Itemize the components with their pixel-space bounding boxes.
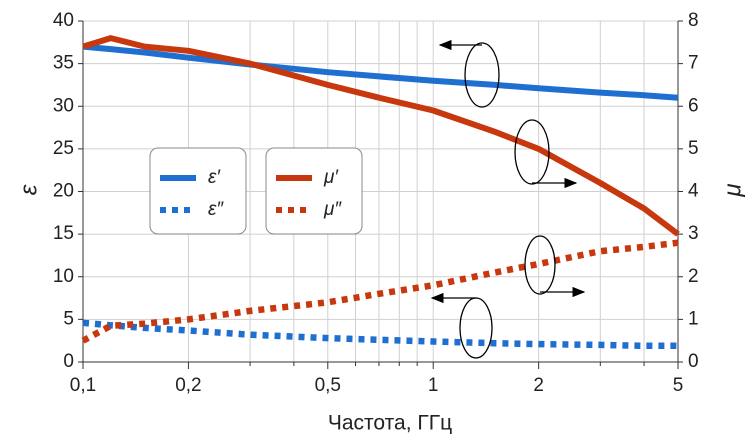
y2-tick-label: 6 — [688, 95, 699, 116]
y2-tick-label: 7 — [688, 53, 699, 74]
series-line — [82, 319, 678, 350]
x-tick-label: 0,2 — [175, 375, 201, 396]
legend-box — [149, 147, 247, 235]
y2-tick-label: 3 — [688, 223, 699, 244]
y-tick-label: 0 — [63, 351, 74, 372]
y-axis-label: ε — [15, 184, 42, 195]
y-tick-label: 35 — [53, 53, 74, 74]
plot — [81, 35, 680, 350]
annotation-ellipse — [524, 235, 556, 295]
annotation-ellipse — [514, 119, 550, 185]
y-tick-label: 20 — [53, 181, 74, 202]
series-line — [81, 239, 679, 344]
y-tick-label: 40 — [53, 10, 74, 31]
series-line — [82, 43, 679, 101]
y-tick-label: 10 — [53, 266, 74, 287]
legend-label: μ″ — [323, 199, 342, 220]
y-tick-label: 15 — [53, 223, 74, 244]
series-line — [82, 35, 680, 237]
y-tick-label: 30 — [53, 95, 74, 116]
y2-tick-label: 8 — [688, 10, 699, 31]
y-tick-label: 25 — [53, 138, 74, 159]
y-tick-label: 5 — [63, 308, 74, 329]
annotation-ellipse — [464, 42, 500, 108]
legend-label: μ′ — [323, 167, 339, 188]
y2-tick-label: 1 — [688, 308, 699, 329]
annotations — [430, 39, 586, 359]
x-tick-label: 0,1 — [70, 375, 96, 396]
y2-tick-label: 2 — [688, 266, 699, 287]
legend: ε′ ε″ μ′ μ″ — [160, 167, 342, 220]
x-tick-label: 2 — [533, 375, 544, 396]
legend-label: ε″ — [208, 199, 224, 220]
x-tick-label: 5 — [673, 375, 684, 396]
legend-label: ε′ — [208, 167, 221, 188]
y2-tick-label: 0 — [688, 351, 699, 372]
x-axis-label: Частота, ГГц — [328, 412, 452, 435]
legend-box — [265, 147, 363, 235]
y2-tick-label: 4 — [688, 181, 699, 202]
x-tick-label: 0,5 — [315, 375, 341, 396]
x-tick-label: 1 — [428, 375, 439, 396]
y2-axis-label: μ — [719, 183, 746, 197]
annotation-ellipse — [459, 297, 493, 359]
y2-tick-label: 5 — [688, 138, 699, 159]
